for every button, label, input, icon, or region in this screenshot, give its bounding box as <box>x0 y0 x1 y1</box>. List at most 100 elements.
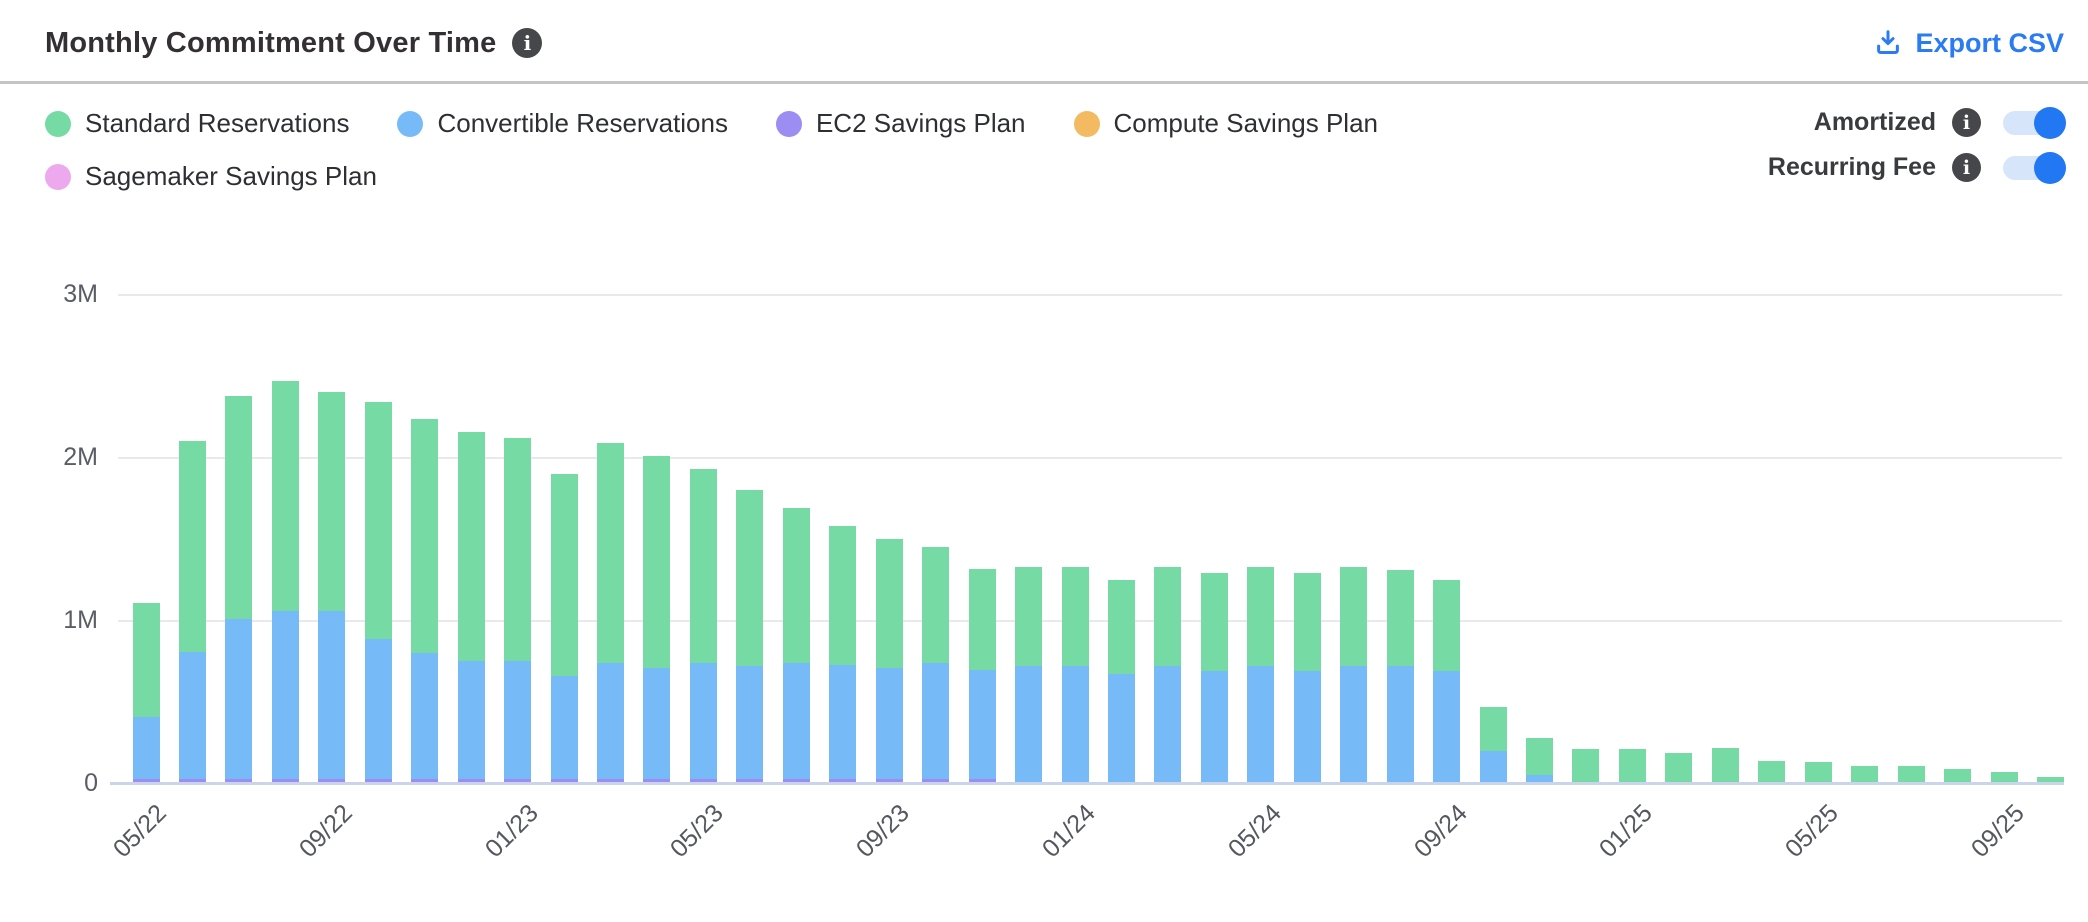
legend-label: Sagemaker Savings Plan <box>85 161 377 191</box>
standard-reservations-segment <box>550 473 578 677</box>
export-csv-button[interactable]: Export CSV <box>1873 28 2064 59</box>
convertible-reservations-segment <box>1433 671 1461 782</box>
bar-06/24[interactable] <box>1293 573 1321 782</box>
bar-02/23[interactable] <box>550 473 578 782</box>
bar-10/25[interactable] <box>2036 777 2064 782</box>
standard-reservations-segment <box>271 381 299 611</box>
standard-reservations-segment <box>643 456 671 668</box>
legend-item-sagemaker-savings-plan[interactable]: Sagemaker Savings Plan <box>45 161 377 192</box>
bar-04/25[interactable] <box>1758 760 1786 782</box>
convertible-reservations-segment <box>782 663 810 779</box>
ec2-savings-plan-segment <box>968 778 996 782</box>
bar-02/24[interactable] <box>1107 579 1135 782</box>
bar-09/23[interactable] <box>875 539 903 782</box>
bar-07/24[interactable] <box>1340 566 1368 782</box>
bar-06/23[interactable] <box>736 490 764 782</box>
stacked-bar-chart: 0 1M 2M 3M 05/22 09/22 01/23 05/23 09/23 01/24 05/… <box>63 280 2064 863</box>
bar-12/23[interactable] <box>1015 566 1043 782</box>
amortized-toggle[interactable] <box>2003 106 2066 139</box>
download-icon <box>1873 28 1903 58</box>
legend-item-compute-savings-plan[interactable]: Compute Savings Plan <box>1073 108 1378 139</box>
legend-dot-icon <box>1073 110 1100 137</box>
convertible-reservations-segment <box>178 651 206 779</box>
bar-12/22[interactable] <box>457 431 485 782</box>
info-circle-icon[interactable]: i <box>1952 153 1981 182</box>
bar-07/22[interactable] <box>225 395 253 782</box>
toggle-knob <box>2034 106 2066 139</box>
legend-label: Standard Reservations <box>85 108 350 138</box>
bar-06/25[interactable] <box>1851 765 1879 782</box>
standard-reservations-segment <box>1758 760 1786 782</box>
bar-05/24[interactable] <box>1247 566 1275 782</box>
recurring-fee-label: Recurring Fee <box>1767 153 1936 181</box>
convertible-reservations-segment <box>318 610 346 779</box>
x-axis-tick-label: 05/23 <box>665 799 730 864</box>
header-divider <box>0 81 2088 84</box>
bar-03/23[interactable] <box>597 442 624 782</box>
ec2-savings-plan-segment <box>782 778 810 782</box>
export-csv-label: Export CSV <box>1915 27 2064 58</box>
bar-10/23[interactable] <box>922 547 950 782</box>
bar-09/22[interactable] <box>318 392 346 782</box>
recurring-fee-toggle[interactable] <box>2003 151 2066 184</box>
convertible-reservations-segment <box>922 663 950 779</box>
bar-09/24[interactable] <box>1433 579 1461 782</box>
standard-reservations-segment <box>364 402 392 639</box>
legend-item-standard-reservations[interactable]: Standard Reservations <box>45 108 349 139</box>
bar-11/22[interactable] <box>411 418 439 782</box>
ec2-savings-plan-segment <box>597 778 624 782</box>
bar-11/24[interactable] <box>1526 738 1553 782</box>
bar-06/22[interactable] <box>178 441 206 782</box>
page-title: Monthly Commitment Over Time <box>45 26 497 59</box>
bar-08/24[interactable] <box>1386 570 1414 782</box>
ec2-savings-plan-segment <box>875 778 903 782</box>
bar-07/23[interactable] <box>782 508 810 782</box>
bar-10/24[interactable] <box>1479 707 1507 782</box>
bar-04/24[interactable] <box>1200 573 1228 782</box>
standard-reservations-segment <box>132 602 160 717</box>
bar-03/25[interactable] <box>1711 747 1739 782</box>
bar-07/25[interactable] <box>1897 765 1925 782</box>
convertible-reservations-segment <box>550 676 578 779</box>
convertible-reservations-segment <box>1479 751 1507 782</box>
ec2-savings-plan-segment <box>504 778 532 782</box>
info-circle-icon[interactable]: i <box>1952 108 1981 137</box>
info-circle-icon[interactable]: i <box>512 28 543 58</box>
legend-item-ec2-savings-plan[interactable]: EC2 Savings Plan <box>775 108 1026 139</box>
bar-08/25[interactable] <box>1944 768 1972 782</box>
legend-item-convertible-reservations[interactable]: Convertible Reservations <box>397 108 728 139</box>
standard-reservations-segment <box>736 490 764 667</box>
standard-reservations-segment <box>1340 566 1368 667</box>
bar-08/23[interactable] <box>829 526 857 782</box>
bar-04/23[interactable] <box>643 456 671 782</box>
x-axis-tick-label: 09/24 <box>1408 799 1473 864</box>
bar-12/24[interactable] <box>1572 749 1600 782</box>
convertible-reservations-segment <box>225 619 253 779</box>
standard-reservations-segment <box>1990 772 2018 782</box>
bar-11/23[interactable] <box>968 568 996 782</box>
bar-09/25[interactable] <box>1990 772 2018 782</box>
bar-01/25[interactable] <box>1618 749 1646 782</box>
standard-reservations-segment <box>1386 570 1414 667</box>
bar-05/25[interactable] <box>1804 762 1832 782</box>
bar-10/22[interactable] <box>364 402 392 782</box>
standard-reservations-segment <box>1897 765 1925 782</box>
standard-reservations-segment <box>922 547 950 664</box>
bar-08/22[interactable] <box>271 381 299 782</box>
legend-dot-icon <box>397 110 424 137</box>
legend-dot-icon <box>775 110 802 137</box>
legend-label: EC2 Savings Plan <box>815 108 1026 138</box>
convertible-reservations-segment <box>1293 671 1321 782</box>
standard-reservations-segment <box>504 438 532 662</box>
bar-01/24[interactable] <box>1061 566 1089 782</box>
legend-dot-icon <box>45 163 71 190</box>
standard-reservations-segment <box>1061 566 1089 667</box>
convertible-reservations-segment <box>1200 671 1228 782</box>
bar-01/23[interactable] <box>504 438 532 782</box>
bar-02/25[interactable] <box>1665 752 1693 782</box>
ec2-savings-plan-segment <box>411 778 439 782</box>
bar-05/22[interactable] <box>132 602 160 782</box>
bar-05/23[interactable] <box>689 469 717 782</box>
amortized-toggle-row: Amortized i <box>1814 106 2066 139</box>
bar-03/24[interactable] <box>1154 566 1182 782</box>
